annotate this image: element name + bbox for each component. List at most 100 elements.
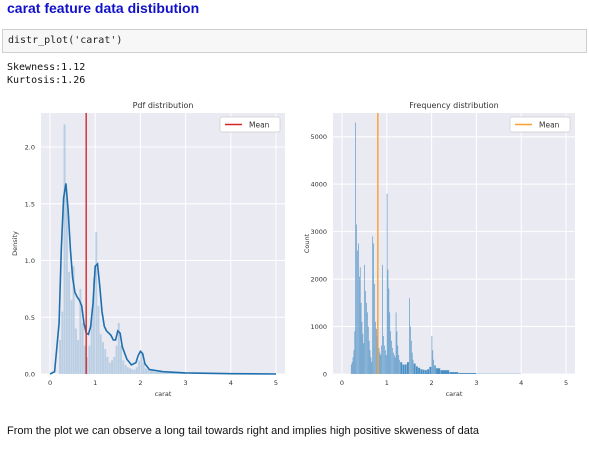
histogram-bar xyxy=(362,333,364,374)
x-tick-label: 3 xyxy=(474,379,478,387)
histogram-bar xyxy=(357,250,358,374)
histogram-bar xyxy=(92,277,95,374)
histogram-bar xyxy=(394,357,396,374)
code-cell[interactable]: distr_plot('carat') xyxy=(2,29,587,53)
histogram-bar xyxy=(90,317,93,374)
skewness-text: Skewness:1.12 xyxy=(7,62,86,73)
histogram-bar xyxy=(356,224,357,374)
histogram-bar xyxy=(352,357,354,374)
histogram-bar xyxy=(378,347,380,374)
histogram-bar xyxy=(365,290,366,374)
histogram-bar xyxy=(427,369,430,374)
frequency-distribution-chart: 0 1000 2000 3000 4000 5000 0 1 2 3 4 5 Frequency dis… xyxy=(303,101,575,398)
histogram-bar xyxy=(106,356,109,374)
histogram-bar xyxy=(68,271,71,374)
plot-area xyxy=(333,113,575,374)
histogram-bar xyxy=(390,331,391,374)
histogram-bar xyxy=(369,350,371,374)
x-axis-label: carat xyxy=(446,390,463,398)
histogram-bar xyxy=(95,232,98,374)
histogram-bar xyxy=(367,312,368,374)
histogram-bar xyxy=(361,321,363,374)
x-tick-label: 0 xyxy=(48,379,52,387)
histogram-bar xyxy=(386,193,388,374)
x-tick-label: 2 xyxy=(430,379,434,387)
x-tick-label: 5 xyxy=(274,379,278,387)
y-tick-label: 2000 xyxy=(310,276,327,284)
histogram-bar xyxy=(142,362,145,374)
histogram-bar xyxy=(385,355,387,374)
histogram-bar xyxy=(409,298,410,374)
histogram-bar xyxy=(372,236,374,374)
x-tick-label: 3 xyxy=(184,379,188,387)
histogram-bar xyxy=(163,372,186,374)
histogram-bar xyxy=(397,345,399,374)
y-tick-label: 1000 xyxy=(310,323,327,331)
histogram-bar xyxy=(434,365,436,374)
y-axis-label: Count xyxy=(303,233,311,253)
histogram-bar xyxy=(420,369,423,374)
histogram-bar xyxy=(376,328,377,374)
legend-label: Mean xyxy=(249,121,270,130)
x-tick-label: 2 xyxy=(138,379,142,387)
histogram-bar xyxy=(122,360,125,374)
y-tick-label: 1.0 xyxy=(25,257,35,265)
histogram-bar xyxy=(135,367,138,374)
histogram-bar xyxy=(77,339,80,374)
x-tick-label: 4 xyxy=(519,379,523,387)
histogram-bar xyxy=(115,345,118,374)
y-tick-label: 4000 xyxy=(310,181,327,189)
histogram-bar xyxy=(392,347,393,374)
y-tick-label: 0.5 xyxy=(25,314,35,322)
x-tick-label: 4 xyxy=(229,379,233,387)
histogram-bar xyxy=(70,300,73,374)
histogram-bar xyxy=(120,345,123,374)
histogram-bar xyxy=(379,352,381,374)
conclusion-text: From the plot we can observe a long tail… xyxy=(7,425,480,437)
histogram-bar xyxy=(117,322,120,374)
histogram-bar xyxy=(366,302,367,374)
chart-title: Frequency distribution xyxy=(409,101,498,110)
histogram-bar xyxy=(353,350,355,374)
histogram-bar xyxy=(140,351,143,374)
histogram-bar xyxy=(384,345,385,374)
histogram-bar xyxy=(375,321,376,374)
histogram-bar xyxy=(373,243,374,374)
legend-label: Mean xyxy=(539,121,560,130)
histogram-bar xyxy=(393,355,395,374)
histogram-bar xyxy=(383,336,384,374)
y-tick-label: 2.0 xyxy=(25,144,35,152)
histogram-bar xyxy=(433,359,434,374)
histogram-bar xyxy=(129,368,132,374)
histogram-bar xyxy=(350,364,352,374)
histogram-bar xyxy=(415,366,418,374)
legend-box xyxy=(219,116,281,133)
histogram-bar xyxy=(149,370,154,374)
histogram-bar xyxy=(358,276,360,374)
x-tick-label: 1 xyxy=(385,379,389,387)
y-tick-label: 0 xyxy=(323,371,327,379)
histogram-bar xyxy=(402,364,405,374)
code-text[interactable]: distr_plot('carat') xyxy=(8,35,123,46)
histogram-bar xyxy=(404,364,407,374)
histogram-bar xyxy=(104,349,107,374)
legend-box xyxy=(509,116,571,133)
y-tick-label: 0.0 xyxy=(25,371,35,379)
histogram-bar xyxy=(410,340,412,374)
histogram-bar xyxy=(396,331,398,374)
histogram-bar xyxy=(413,363,416,374)
y-tick-label: 5000 xyxy=(310,133,327,141)
histogram-bar xyxy=(384,350,386,374)
histogram-bar xyxy=(440,370,450,374)
histogram-bar xyxy=(147,369,150,374)
histogram-bar xyxy=(86,356,89,374)
histogram-bar xyxy=(387,269,389,374)
histogram-bar xyxy=(412,359,414,374)
histogram-bar xyxy=(458,373,477,374)
histogram-bar xyxy=(422,369,425,374)
histogram-bar xyxy=(429,366,432,374)
histogram-bar xyxy=(74,328,77,374)
histogram-bar xyxy=(410,326,411,374)
histogram-bar xyxy=(406,362,409,374)
histogram-bar xyxy=(83,345,86,374)
